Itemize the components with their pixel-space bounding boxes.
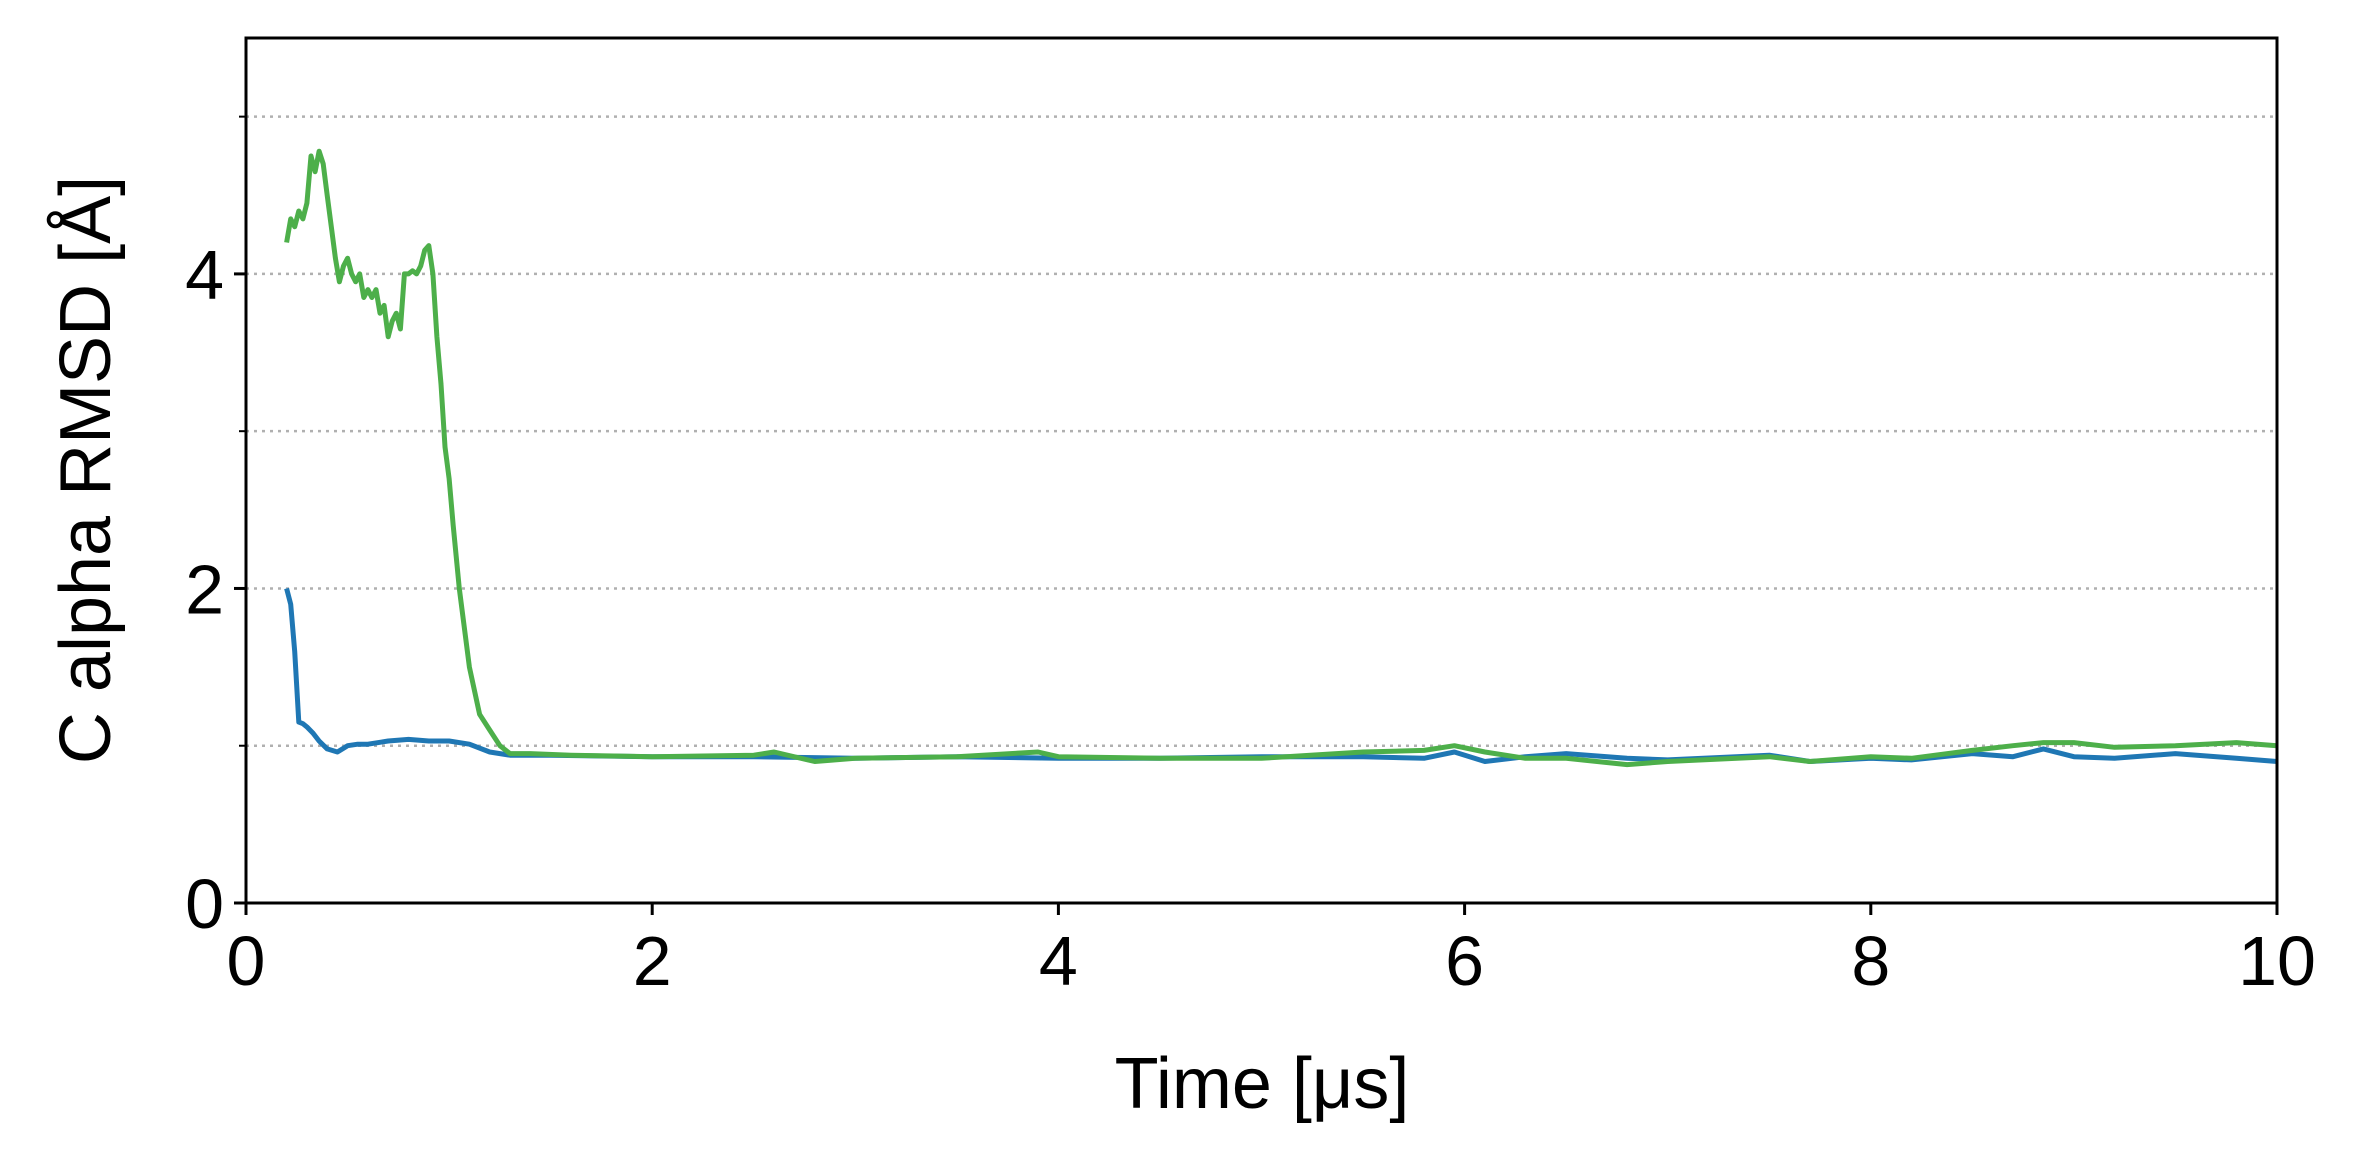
y-axis-label: C alpha RMSD [Å]	[46, 176, 126, 764]
x-tick-label-2: 2	[633, 922, 672, 1000]
x-tick-label-0: 0	[227, 922, 266, 1000]
x-tick-label-8: 8	[1851, 922, 1890, 1000]
series-line-2	[284, 148, 2278, 768]
y-gridlines	[246, 115, 2277, 747]
y-tick-label-0: 0	[185, 865, 224, 943]
data-series	[284, 148, 2278, 768]
x-tick-label-6: 6	[1445, 922, 1484, 1000]
x-tick-label-10: 10	[2238, 922, 2316, 1000]
y-tick-label-4: 4	[185, 236, 224, 314]
plot-frame	[244, 36, 2279, 905]
x-axis-label: Time [μs]	[1115, 1044, 1410, 1124]
x-tick-label-4: 4	[1039, 922, 1078, 1000]
y-tick-label-2: 2	[185, 550, 224, 628]
axis-ticks: 0 2 4 6 8 10 0 2 4	[185, 115, 2316, 1000]
